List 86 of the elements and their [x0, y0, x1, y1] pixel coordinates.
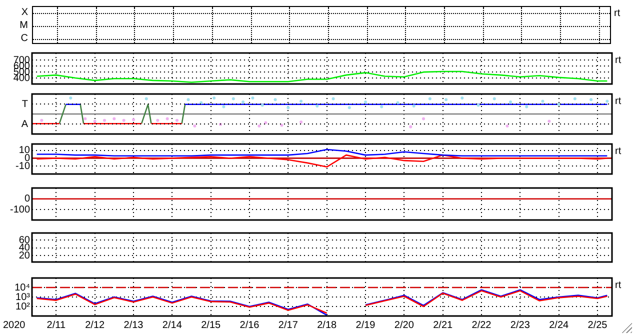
point: [264, 121, 268, 124]
text: T: [22, 98, 28, 110]
text: C: [20, 32, 28, 44]
point: [251, 96, 254, 100]
text: rt: [614, 8, 620, 19]
point: [242, 100, 245, 104]
point: [300, 100, 303, 103]
point: [260, 104, 264, 107]
y-tick-label: -100: [10, 204, 30, 216]
x-tick-label: 2/12: [85, 320, 105, 331]
point: [506, 124, 509, 128]
x-tick-label: 2/25: [588, 320, 608, 331]
point: [525, 105, 528, 108]
point: [93, 120, 96, 123]
point: [69, 96, 72, 100]
point: [232, 97, 235, 100]
x-tick-label: 2/15: [201, 320, 221, 331]
point: [200, 101, 203, 104]
x-tick-label: 2/16: [240, 320, 260, 331]
point: [176, 118, 178, 122]
point: [557, 102, 560, 106]
x-tick-label: 2/13: [124, 320, 144, 331]
point: [492, 97, 496, 100]
x-tick-label: 2/14: [162, 320, 182, 331]
x-tick-label: 2/19: [356, 320, 376, 331]
point: [444, 98, 448, 102]
point: [541, 100, 544, 103]
text: A: [21, 118, 28, 130]
text: rt: [615, 54, 622, 66]
point: [274, 98, 277, 102]
point: [132, 118, 135, 122]
point: [548, 120, 551, 123]
point: [409, 125, 412, 128]
text: M: [20, 20, 28, 30]
point: [103, 118, 106, 122]
point: [380, 105, 384, 108]
x-tick-label: 2/22: [472, 320, 492, 331]
point: [460, 96, 464, 100]
point: [166, 117, 169, 120]
point: [40, 118, 44, 122]
point: [348, 106, 351, 110]
text: rt: [615, 280, 622, 291]
point: [84, 117, 87, 120]
text: X: [21, 6, 28, 18]
point: [144, 97, 148, 100]
text: rt: [615, 146, 622, 157]
x-tick-label: 2/17: [278, 320, 298, 331]
point: [286, 106, 290, 110]
point: [186, 98, 190, 102]
point: [193, 124, 196, 128]
point: [112, 117, 116, 120]
point: [219, 122, 222, 126]
point: [606, 100, 609, 103]
y-tick-label: 20: [18, 250, 30, 262]
x-tick-label: 2/21: [433, 320, 453, 331]
point: [509, 100, 512, 104]
point: [573, 97, 576, 100]
x-tick-label: 2/24: [549, 320, 569, 331]
point: [122, 118, 126, 122]
y-tick-label: 400: [13, 72, 30, 84]
point: [316, 104, 319, 108]
point: [212, 96, 216, 100]
x-tick-label: 2/11: [46, 320, 66, 331]
y-tick-label: 0: [24, 194, 30, 205]
point: [300, 120, 303, 124]
point: [364, 100, 367, 104]
x-axis-title: 2020: [3, 320, 26, 331]
point: [258, 124, 261, 128]
x-tick-label: 2/18: [317, 320, 337, 331]
y-tick-label: -10: [16, 160, 30, 172]
y-tick-label: 10⁴: [14, 282, 30, 294]
point: [396, 101, 400, 104]
point: [156, 118, 160, 122]
point: [590, 98, 593, 102]
y-tick-label: 10²: [16, 301, 31, 312]
point: [332, 97, 335, 100]
point: [412, 104, 416, 108]
y-tick-label: 10³: [16, 292, 31, 303]
point: [280, 124, 284, 127]
point: [476, 104, 480, 107]
x-tick-label: 2/20: [394, 320, 414, 331]
point: [428, 97, 432, 100]
point: [222, 105, 226, 108]
x-tick-label: 2/23: [510, 320, 530, 331]
point: [422, 117, 425, 120]
text: rt: [615, 96, 622, 107]
